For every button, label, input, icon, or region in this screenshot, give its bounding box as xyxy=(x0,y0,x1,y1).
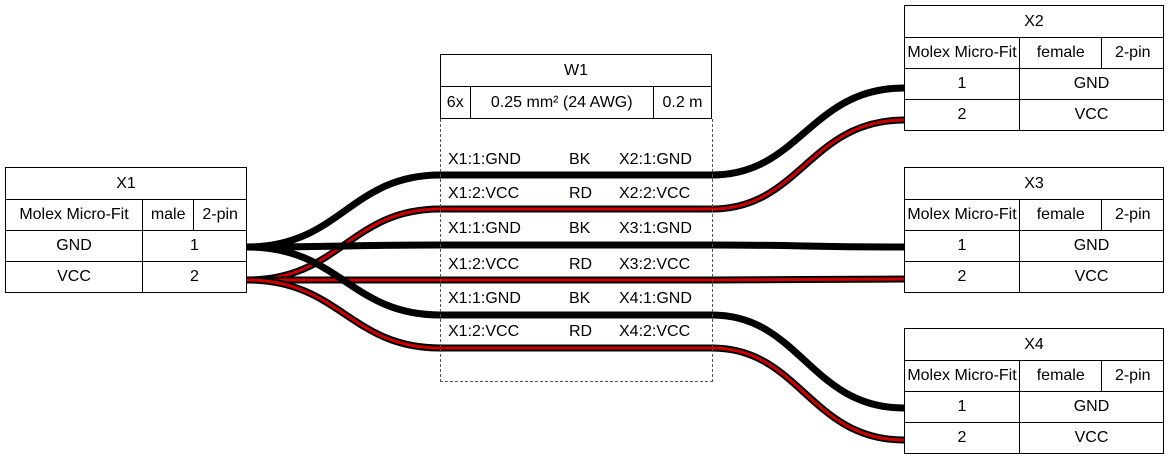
connector-title: X4 xyxy=(904,328,1164,361)
wire-from: X1:1:GND xyxy=(448,151,521,168)
connector-title: X3 xyxy=(904,167,1164,200)
connector-gender: male xyxy=(141,199,195,231)
connector-x4: X4 Molex Micro-Fit female 2-pin 1 GND 2 … xyxy=(904,328,1164,454)
wire-label-row: X1:1:GND BK X4:1:GND xyxy=(448,290,708,308)
wire-color: BK xyxy=(569,290,591,307)
pin-label: VCC xyxy=(1019,99,1164,131)
wire-color: RD xyxy=(569,185,593,202)
connector-type: Molex Micro-Fit xyxy=(5,199,143,231)
connector-type: Molex Micro-Fit xyxy=(904,37,1020,69)
connector-x2: X2 Molex Micro-Fit female 2-pin 1 GND 2 … xyxy=(904,5,1164,131)
pin-number: 1 xyxy=(142,230,247,262)
pin-number: 2 xyxy=(904,422,1020,454)
connector-pin-count: 2-pin xyxy=(193,199,247,231)
pin-number: 1 xyxy=(904,391,1020,423)
wire-to: X2:2:VCC xyxy=(619,185,691,202)
wire-to: X4:2:VCC xyxy=(619,323,691,340)
connector-x3: X3 Molex Micro-Fit female 2-pin 1 GND 2 … xyxy=(904,167,1164,293)
wire-color: BK xyxy=(569,151,591,168)
connector-pin-count: 2-pin xyxy=(1101,37,1164,69)
cable-header: W1 6x 0.25 mm² (24 AWG) 0.2 m xyxy=(440,54,713,119)
cable-count: 6x xyxy=(440,86,471,119)
cable-gauge: 0.25 mm² (24 AWG) xyxy=(469,86,654,119)
pin-number: 2 xyxy=(142,261,247,293)
cable-length: 0.2 m xyxy=(652,86,713,119)
connector-pin-count: 2-pin xyxy=(1101,360,1164,392)
wire-to: X3:2:VCC xyxy=(619,256,691,273)
wire-x1-gnd-to-x3-gnd xyxy=(246,241,905,251)
connector-type: Molex Micro-Fit xyxy=(904,199,1020,231)
pin-label: GND xyxy=(1019,68,1164,100)
connector-gender: female xyxy=(1018,37,1103,69)
wire-label-row: X1:1:GND BK X2:1:GND xyxy=(448,151,708,169)
wire-label-row: X1:2:VCC RD X3:2:VCC xyxy=(448,256,708,274)
connector-gender: female xyxy=(1018,199,1103,231)
pin-label: GND xyxy=(5,230,143,262)
connector-title: X2 xyxy=(904,5,1164,38)
pin-number: 1 xyxy=(904,68,1020,100)
pin-label: VCC xyxy=(1019,422,1164,454)
wire-to: X4:1:GND xyxy=(619,290,692,307)
cable-body xyxy=(440,119,713,382)
wire-to: X2:1:GND xyxy=(619,151,692,168)
wire-color: RD xyxy=(569,256,593,273)
wire-color: BK xyxy=(569,220,591,237)
wire-color: RD xyxy=(569,323,593,340)
wire-x1-vcc-to-x3-vcc xyxy=(247,275,905,284)
wire-from: X1:2:VCC xyxy=(448,256,520,273)
wire-from: X1:2:VCC xyxy=(448,185,520,202)
pin-number: 1 xyxy=(904,230,1020,262)
pin-number: 2 xyxy=(904,99,1020,131)
pin-label: GND xyxy=(1019,391,1164,423)
connector-pin-count: 2-pin xyxy=(1101,199,1164,231)
wire-label-row: X1:1:GND BK X3:1:GND xyxy=(448,220,708,238)
cable-title: W1 xyxy=(440,54,712,87)
wire-from: X1:1:GND xyxy=(448,290,521,307)
wire-label-row: X1:2:VCC RD X2:2:VCC xyxy=(448,185,708,203)
wire-from: X1:1:GND xyxy=(448,220,521,237)
connector-x1: X1 Molex Micro-Fit male 2-pin GND 1 VCC … xyxy=(5,167,247,293)
wire-label-row: X1:2:VCC RD X4:2:VCC xyxy=(448,323,708,341)
pin-number: 2 xyxy=(904,261,1020,293)
connector-gender: female xyxy=(1018,360,1103,392)
wire-from: X1:2:VCC xyxy=(448,323,520,340)
pin-label: VCC xyxy=(1019,261,1164,293)
wire-to: X3:1:GND xyxy=(619,220,692,237)
connector-title: X1 xyxy=(5,167,247,200)
pin-label: VCC xyxy=(5,261,143,293)
pin-label: GND xyxy=(1019,230,1164,262)
connector-type: Molex Micro-Fit xyxy=(904,360,1020,392)
